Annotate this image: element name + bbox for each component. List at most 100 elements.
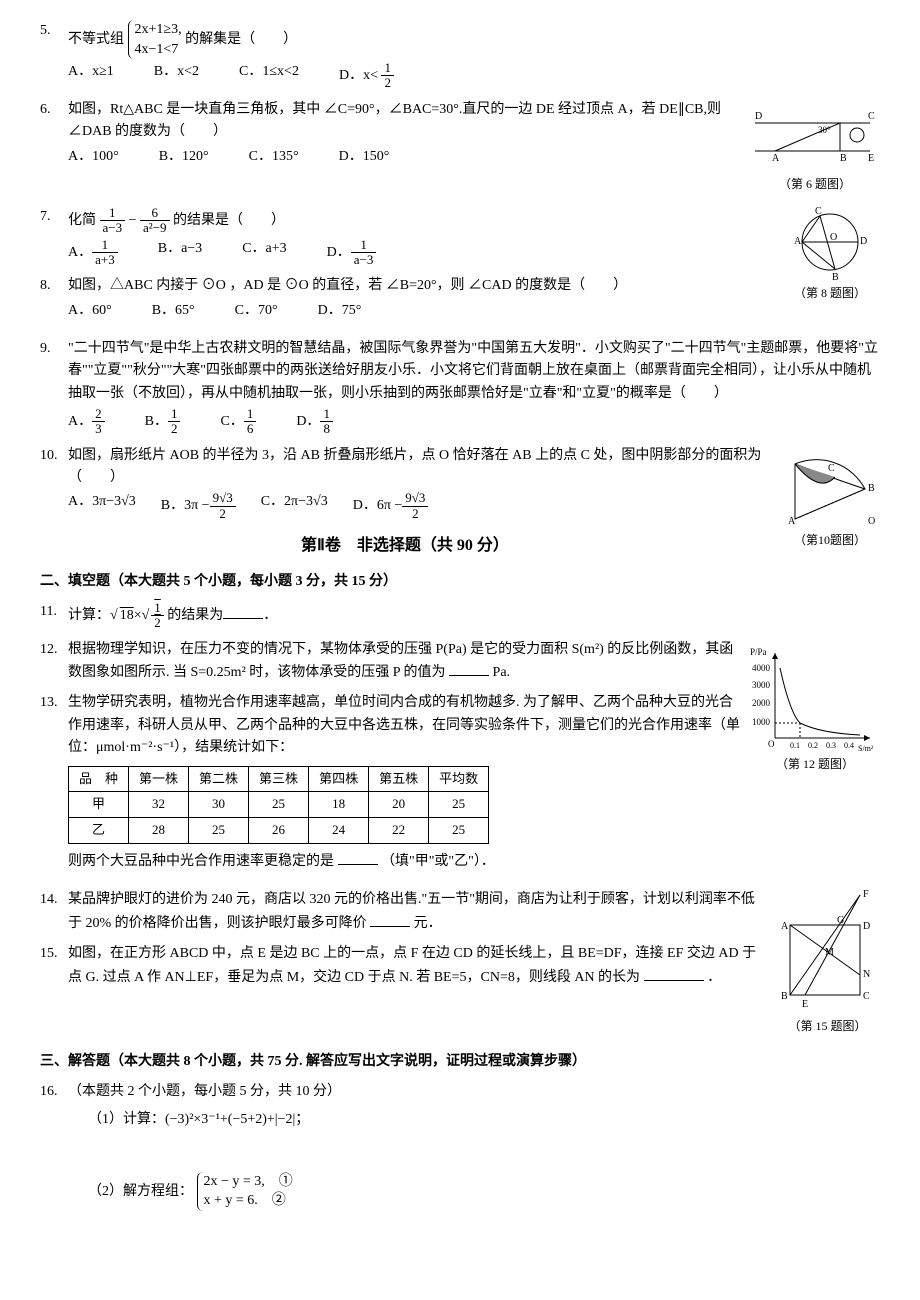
question-7: 7. 化简 1a−3 − 6a²−9 的结果是（ ） A．1a+3 B．a−3 … [40,206,880,267]
den: 3 [92,422,105,436]
num: 1 [320,407,333,422]
svg-text:C: C [863,991,870,1002]
pre: C． [220,414,243,429]
num: 1 [351,238,377,253]
svg-text:E: E [802,999,808,1010]
qnum: 16. [40,1081,58,1103]
choice-d: D．150° [339,146,390,168]
section-2-title: 第Ⅱ卷 非选择题（共 90 分） [40,533,880,559]
td: 甲 [69,792,129,818]
q13-text: 生物学研究表明，植物光合作用速率越高，单位时间内合成的有机物越多. 为了解甲、乙… [68,695,740,755]
svg-text:B: B [781,991,788,1002]
choice-d-pre: D．x< [339,68,378,83]
num: 1 [100,206,126,221]
q12-text: 根据物理学知识，在压力不变的情况下，某物体承受的压强 P(Pa) 是它的受力面积… [68,642,733,680]
choice-c: C．1≤x<2 [239,61,299,91]
tail: 元． [414,916,442,931]
q8-text: 如图，△ABC 内接于 ⊙O ，AD 是 ⊙O 的直径，若 ∠B=20°，则 ∠… [68,278,627,293]
den: 2 [402,507,428,521]
num: 1 [92,238,118,253]
td: 18 [309,792,369,818]
q9-choices: A．23 B．12 C．16 D．18 [68,407,880,437]
dot: ． [263,608,277,623]
qnum: 12. [40,639,58,661]
choice-a: A．100° [68,146,119,168]
question-11: 11. 计算：√18×√12 的结果为． [40,601,880,631]
td: 30 [189,792,249,818]
den: a+3 [92,253,118,267]
q7-pre: 化简 [68,213,96,228]
den: 8 [320,422,333,436]
pre: A． [68,414,92,429]
qnum: 14. [40,889,58,911]
eq-line: x + y = 6. ② [204,1193,286,1208]
blank [449,661,489,676]
question-5: 5. 不等式组 2x+1≥3, 4x−1<7 的解集是（ ） A．x≥1 B．x… [40,20,880,91]
q8-choices: A．60° B．65° C．70° D．75° [68,300,770,322]
tail: ． [707,970,721,985]
choice-b: B．120° [159,146,209,168]
choice-b: B．65° [152,300,195,322]
q5-choices: A．x≥1 B．x<2 C．1≤x<2 D．x< 12 [68,61,880,91]
q5-system: 2x+1≥3, 4x−1<7 [128,20,182,59]
choice-d: D．x< 12 [339,61,394,91]
den: 2 [381,76,394,90]
den: a−3 [100,221,126,235]
fig-label: （第 6 题图） [750,175,880,194]
den: a²−9 [140,221,170,235]
question-15: 15. 如图，在正方形 ABCD 中，点 E 是边 BC 上的一点，点 F 在边… [40,943,880,989]
q5-text: 不等式组 [68,32,124,47]
frac: 23 [92,407,105,437]
question-6: 6. 如图，Rt△ABC 是一块直角三角板，其中 ∠C=90°，∠BAC=30°… [40,99,880,168]
choice-a: A．x≥1 [68,61,114,91]
q6-choices: A．100° B．120° C．135° D．150° [68,146,740,168]
pre: D．6π − [353,499,403,514]
eq-line: 2x − y = 3, ① [204,1174,293,1189]
th: 第三株 [249,766,309,792]
den: a−3 [351,253,377,267]
th: 第一株 [129,766,189,792]
choice-c: C．a+3 [242,238,286,268]
num: 1 [381,61,394,76]
td: 24 [309,818,369,844]
td: 25 [429,792,489,818]
frac: 9√32 [402,491,428,521]
choice-a: A．60° [68,300,112,322]
table-row: 甲 32 30 25 18 20 25 [69,792,489,818]
num: 6 [140,206,170,221]
choice-b: B．x<2 [154,61,199,91]
num: 9√3 [402,491,428,506]
th: 平均数 [429,766,489,792]
minus: − [129,213,137,228]
pre: D． [327,245,351,260]
frac: 16 [244,407,257,437]
frac: 6a²−9 [140,206,170,236]
choice-d: D．1a−3 [327,238,377,268]
table-row: 品 种 第一株 第二株 第三株 第四株 第五株 平均数 [69,766,489,792]
qnum: 6. [40,99,51,121]
th: 第五株 [369,766,429,792]
th: 品 种 [69,766,129,792]
question-16: 16. （本题共 2 个小题，每小题 5 分，共 10 分） （1）计算：(−3… [40,1081,880,1211]
td: 25 [249,792,309,818]
eq-line: 2x+1≥3, [135,22,182,37]
choice-a: A．1a+3 [68,238,118,268]
den: 2 [210,507,236,521]
after: 则两个大豆品种中光合作用速率更稳定的是 [68,854,334,869]
qnum: 8. [40,275,51,297]
q9-text: "二十四节气"是中华上古农耕文明的智慧结晶，被国际气象界誉为"中国第五大发明"．… [68,341,878,401]
eq-line: 4x−1<7 [135,42,179,57]
mid: ×√ [134,608,150,623]
q14-text: 某品牌护眼灯的进价为 240 元，商店以 320 元的价格出售."五一节"期间，… [68,892,755,930]
qnum: 11. [40,601,57,623]
td: 20 [369,792,429,818]
td: 32 [129,792,189,818]
pre: A． [68,245,92,260]
question-14: 14. 某品牌护眼灯的进价为 240 元，商店以 320 元的价格出售."五一节… [40,889,880,935]
th: 第二株 [189,766,249,792]
question-9: 9. "二十四节气"是中华上古农耕文明的智慧结晶，被国际气象界誉为"中国第五大发… [40,338,880,437]
p2-pre: （2）解方程组： [88,1184,193,1199]
choice-d: D．6π −9√32 [353,491,429,521]
q7-tail: 的结果是（ ） [173,213,285,228]
subsection-2: 二、填空题（本大题共 5 个小题，每小题 3 分，共 15 分） [40,571,880,593]
